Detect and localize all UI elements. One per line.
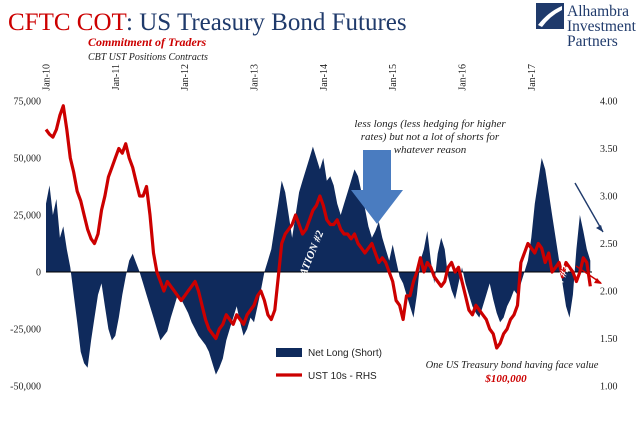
ust10-line bbox=[44, 104, 592, 350]
legend-swatch-net-long bbox=[276, 348, 302, 357]
right-tick-label: 3.50 bbox=[600, 144, 618, 155]
x-date-label: Jan-13 bbox=[250, 64, 261, 91]
x-date-label: Jan-10 bbox=[42, 64, 53, 91]
logo-line3: Partners bbox=[567, 33, 618, 50]
right-axis-ticks: 4.00 3.50 3.00 2.50 2.00 1.50 1.00 bbox=[600, 97, 618, 393]
chart-subtitle: Commitment of Traders bbox=[88, 35, 207, 49]
left-tick-label: 75,000 bbox=[14, 97, 42, 108]
legend: Net Long (Short) UST 10s - RHS bbox=[276, 348, 382, 382]
logo: Alhambra Investment Partners bbox=[536, 3, 637, 50]
left-tick-label: -25,000 bbox=[10, 325, 41, 336]
trend-arrow-red bbox=[575, 265, 602, 284]
right-tick-label: 1.00 bbox=[600, 382, 618, 393]
chart-title-part2: : US Treasury Bond Futures bbox=[126, 9, 407, 36]
left-tick-label: 0 bbox=[36, 268, 41, 279]
footnote: One US Treasury bond having face value bbox=[426, 360, 599, 371]
footnote-value: $100,000 bbox=[484, 373, 527, 385]
logo-line2: Investment bbox=[567, 18, 637, 35]
x-date-label: Jan-16 bbox=[458, 64, 469, 91]
net-long-area bbox=[46, 146, 591, 375]
left-tick-label: 25,000 bbox=[14, 211, 42, 222]
x-axis-date-labels: Jan-10 Jan-11 Jan-12 Jan-13 Jan-14 Jan-15 Jan-… bbox=[42, 64, 538, 91]
x-date-label: Jan-17 bbox=[527, 64, 538, 91]
down-arrow-shape bbox=[351, 150, 403, 224]
right-tick-label: 3.00 bbox=[600, 192, 618, 203]
trend-arrow-blue bbox=[574, 182, 604, 233]
legend-label-ust10: UST 10s - RHS bbox=[308, 371, 377, 382]
x-date-label: Jan-11 bbox=[111, 64, 122, 90]
logo-mark-swoosh bbox=[538, 6, 562, 27]
annotation-line2: rates) but not a lot of shorts for bbox=[361, 131, 500, 143]
annotation-line3: whatever reason bbox=[394, 144, 467, 156]
chart-title-part1: CFTC COT bbox=[8, 9, 127, 36]
plot-area bbox=[44, 104, 592, 375]
x-date-label: Jan-15 bbox=[388, 64, 399, 91]
legend-label-net-long: Net Long (Short) bbox=[308, 348, 382, 359]
right-tick-label: 2.50 bbox=[600, 239, 618, 250]
chart-subtitle2: CBT UST Positions Contracts bbox=[88, 52, 208, 63]
right-tick-label: 1.50 bbox=[600, 334, 618, 345]
right-tick-label: 4.00 bbox=[600, 97, 618, 108]
x-date-label: Jan-14 bbox=[319, 64, 330, 91]
left-tick-label: -50,000 bbox=[10, 382, 41, 393]
down-arrow-annotation bbox=[351, 150, 403, 224]
right-tick-label: 2.00 bbox=[600, 287, 618, 298]
left-axis-ticks: 75,000 50,000 25,000 0 -25,000 -50,000 bbox=[10, 97, 41, 393]
logo-line1: Alhambra bbox=[567, 3, 629, 20]
left-tick-label: 50,000 bbox=[14, 154, 42, 165]
x-date-label: Jan-12 bbox=[180, 64, 191, 91]
annotation-line1: less longs (less hedging for higher bbox=[354, 118, 506, 130]
